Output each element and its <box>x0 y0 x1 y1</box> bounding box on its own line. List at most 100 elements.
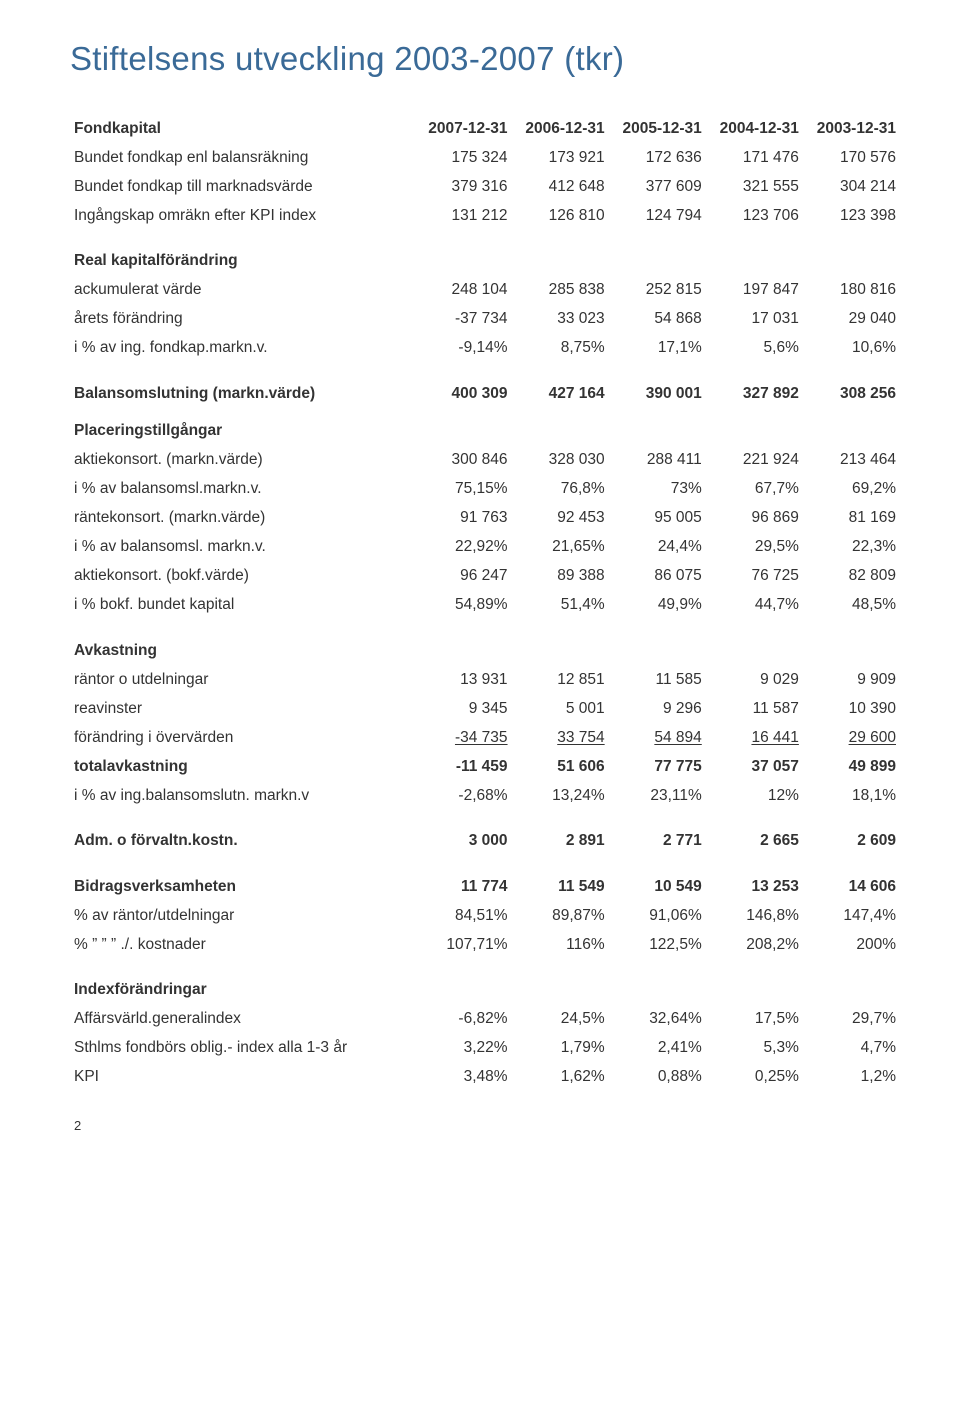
row-value: 33 754 <box>512 723 609 752</box>
row-value: 24,5% <box>512 1005 609 1034</box>
row-value: 9 909 <box>803 665 900 694</box>
row-value: 1,62% <box>512 1063 609 1092</box>
row-value: 3,48% <box>414 1063 511 1092</box>
data-row: Bundet fondkap enl balansräkning175 3241… <box>70 143 900 172</box>
row-value: 116% <box>512 930 609 959</box>
row-value: 4,7% <box>803 1034 900 1063</box>
row-value: 37 057 <box>706 752 803 781</box>
row-value: 379 316 <box>414 172 511 201</box>
row-value: 2 665 <box>706 810 803 856</box>
data-row: Affärsvärld.generalindex-6,82%24,5%32,64… <box>70 1005 900 1034</box>
row-value: 308 256 <box>803 363 900 409</box>
row-label: förändring i övervärden <box>70 723 414 752</box>
data-row: ackumulerat värde248 104285 838252 81519… <box>70 276 900 305</box>
row-label: % ” ” ” ./. kostnader <box>70 930 414 959</box>
row-value: 208,2% <box>706 930 803 959</box>
row-value <box>706 408 803 446</box>
row-label: i % av ing.balansomslutn. markn.v <box>70 781 414 810</box>
row-value: 197 847 <box>706 276 803 305</box>
row-value <box>512 408 609 446</box>
row-value: 123 706 <box>706 201 803 230</box>
section-header-row: Fondkapital2007-12-312006-12-312005-12-3… <box>70 114 900 143</box>
row-label: KPI <box>70 1063 414 1092</box>
row-label: Adm. o förvaltn.kostn. <box>70 810 414 856</box>
row-value: 21,65% <box>512 533 609 562</box>
row-value: 51,4% <box>512 591 609 620</box>
row-value: 390 001 <box>609 363 706 409</box>
data-row: i % bokf. bundet kapital54,89%51,4%49,9%… <box>70 591 900 620</box>
row-value: 252 815 <box>609 276 706 305</box>
data-row: i % av balansomsl.markn.v.75,15%76,8%73%… <box>70 475 900 504</box>
row-label: ackumulerat värde <box>70 276 414 305</box>
data-row: totalavkastning-11 45951 60677 77537 057… <box>70 752 900 781</box>
row-value: 92 453 <box>512 504 609 533</box>
row-value: 51 606 <box>512 752 609 781</box>
data-row: Ingångskap omräkn efter KPI index131 212… <box>70 201 900 230</box>
row-value <box>414 408 511 446</box>
row-value: 13 931 <box>414 665 511 694</box>
row-value: 11 585 <box>609 665 706 694</box>
data-row: Sthlms fondbörs oblig.- index alla 1-3 å… <box>70 1034 900 1063</box>
row-value: 11 549 <box>512 856 609 902</box>
data-row: reavinster9 3455 0019 29611 58710 390 <box>70 694 900 723</box>
data-row: räntor o utdelningar13 93112 85111 5859 … <box>70 665 900 694</box>
row-value: 77 775 <box>609 752 706 781</box>
row-value <box>803 408 900 446</box>
row-value: 32,64% <box>609 1005 706 1034</box>
row-value: 126 810 <box>512 201 609 230</box>
data-row: Bundet fondkap till marknadsvärde379 316… <box>70 172 900 201</box>
row-value: 89 388 <box>512 562 609 591</box>
row-value: 300 846 <box>414 446 511 475</box>
row-value: 23,11% <box>609 781 706 810</box>
row-value: 2 609 <box>803 810 900 856</box>
row-label: Balansomslutning (markn.värde) <box>70 363 414 409</box>
row-value: 16 441 <box>706 723 803 752</box>
row-value: 13 253 <box>706 856 803 902</box>
column-header: 2005-12-31 <box>609 114 706 143</box>
section-bold-row: Bidragsverksamheten11 77411 54910 54913 … <box>70 856 900 902</box>
row-value: 13,24% <box>512 781 609 810</box>
row-value: 328 030 <box>512 446 609 475</box>
row-label: i % av balansomsl.markn.v. <box>70 475 414 504</box>
row-value: 107,71% <box>414 930 511 959</box>
section-header: Indexförändringar <box>70 959 414 1005</box>
row-value: -34 735 <box>414 723 511 752</box>
row-label: årets förändring <box>70 305 414 334</box>
row-value: 11 774 <box>414 856 511 902</box>
row-label: i % av balansomsl. markn.v. <box>70 533 414 562</box>
row-label: Placeringstillgångar <box>70 408 414 446</box>
row-value: 29 600 <box>803 723 900 752</box>
row-value: 3,22% <box>414 1034 511 1063</box>
row-value: 175 324 <box>414 143 511 172</box>
row-value: 377 609 <box>609 172 706 201</box>
row-value: 44,7% <box>706 591 803 620</box>
data-row: aktiekonsort. (markn.värde)300 846328 03… <box>70 446 900 475</box>
row-value: 285 838 <box>512 276 609 305</box>
row-value: 412 648 <box>512 172 609 201</box>
row-value: 5,3% <box>706 1034 803 1063</box>
row-value: 213 464 <box>803 446 900 475</box>
row-value: 180 816 <box>803 276 900 305</box>
row-value: 14 606 <box>803 856 900 902</box>
column-header: 2003-12-31 <box>803 114 900 143</box>
row-value: 17,1% <box>609 334 706 363</box>
subheader-row: Placeringstillgångar <box>70 408 900 446</box>
page-number: 2 <box>70 1118 900 1133</box>
page-title: Stiftelsens utveckling 2003-2007 (tkr) <box>70 40 900 78</box>
row-label: aktiekonsort. (markn.värde) <box>70 446 414 475</box>
row-value: 29,5% <box>706 533 803 562</box>
section-bold-row: Adm. o förvaltn.kostn.3 0002 8912 7712 6… <box>70 810 900 856</box>
row-label: i % av ing. fondkap.markn.v. <box>70 334 414 363</box>
section-header-row: Indexförändringar <box>70 959 900 1005</box>
row-value: 10 390 <box>803 694 900 723</box>
row-value <box>609 408 706 446</box>
section-header: Avkastning <box>70 620 414 666</box>
row-label: Bundet fondkap till marknadsvärde <box>70 172 414 201</box>
row-value: 1,79% <box>512 1034 609 1063</box>
row-value: 22,92% <box>414 533 511 562</box>
row-value: 122,5% <box>609 930 706 959</box>
row-value: 124 794 <box>609 201 706 230</box>
row-value: 2 771 <box>609 810 706 856</box>
row-value: 49,9% <box>609 591 706 620</box>
row-value: 33 023 <box>512 305 609 334</box>
